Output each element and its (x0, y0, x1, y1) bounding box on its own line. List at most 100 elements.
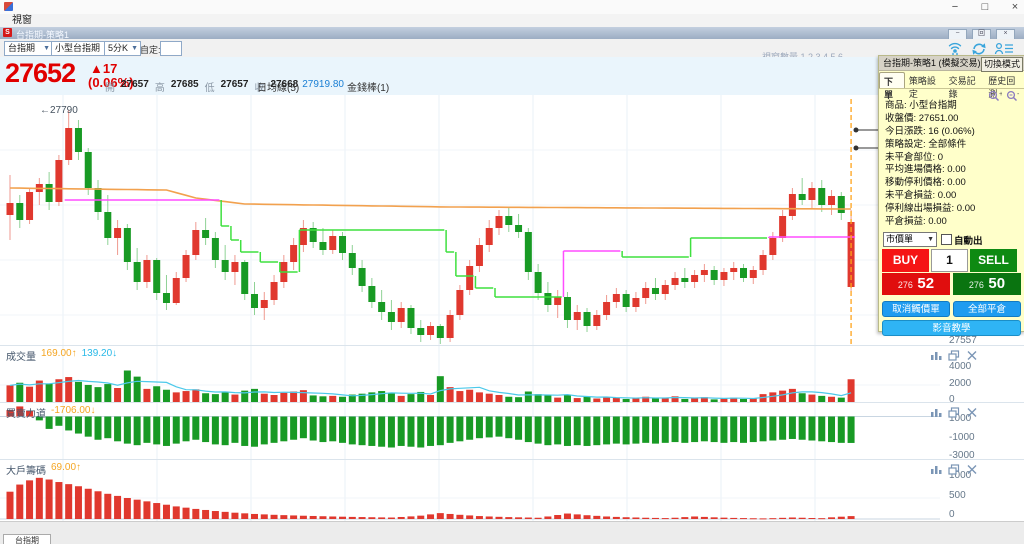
cancel-trigger-orders-button[interactable]: 取消觸價單 (882, 301, 950, 317)
app-icon (4, 2, 13, 11)
buy-price-cell[interactable]: 276 52 (882, 273, 950, 295)
close-icon[interactable] (966, 348, 978, 360)
window-maximize-button[interactable]: □ (981, 1, 989, 13)
order-panel: 台指期-策略1 (模擬交易) 切換模式 下單策略設定交易記錄歷史回測 + - 商… (878, 55, 1024, 336)
order-panel-tab[interactable]: 下單 (879, 72, 905, 100)
account-list-icon[interactable] (993, 40, 1015, 57)
price-row: 276 52 276 50 (882, 273, 1021, 295)
chart-style-icon[interactable] (930, 348, 942, 360)
main-axis-label: 27557 (949, 335, 977, 346)
high-value: 27685 (170, 79, 199, 90)
sell-price-cell[interactable]: 276 50 (953, 273, 1021, 295)
order-panel-tabs: 下單策略設定交易記錄歷史回測 (879, 72, 1024, 100)
order-type-row: 市價單 ▼ 自動出 (883, 232, 1021, 247)
last-price: 27652 (5, 58, 76, 88)
axis-tick: 500 (949, 490, 966, 501)
ma-value: 27919.80 (302, 79, 344, 90)
popout-icon[interactable] (948, 462, 960, 475)
interval-select[interactable]: 5分K ▼ (104, 41, 141, 56)
buy-sell-row: BUY 1 SELL (882, 249, 1021, 272)
menu-window[interactable]: 視窗 (12, 15, 32, 26)
zoom-out-icon[interactable]: - (1006, 89, 1020, 107)
quantity-input[interactable]: 1 (931, 249, 968, 272)
broadcast-icon[interactable] (944, 40, 966, 57)
ma-legend: 日均線(5) 27919.80 金錢棒(1) (257, 79, 390, 94)
status-bar (0, 521, 1024, 544)
chips-canvas[interactable] (0, 460, 1024, 522)
chart-window-title: 台指期-策略1 (16, 30, 70, 40)
chevron-down-icon: ▼ (927, 236, 934, 243)
volume-panel[interactable]: 成交量 169.00↑ 139.20↓ (0, 345, 1024, 403)
popout-icon[interactable] (948, 348, 960, 361)
position-info-line: 收盤價: 27651.00 (885, 112, 959, 124)
order-panel-tab[interactable]: 交易記錄 (948, 76, 976, 99)
axis-tick: 0 (949, 509, 955, 520)
position-info-line: 未平倉損益: 0.00 (885, 190, 957, 202)
buy-button[interactable]: BUY (882, 249, 929, 272)
position-info-line: 平均進場價格: 0.00 (885, 164, 966, 176)
svg-text:←27790: ←27790 (40, 105, 78, 116)
close-all-positions-button[interactable]: 全部平倉 (953, 301, 1021, 317)
svg-text:+: + (999, 91, 1002, 98)
symbol-select[interactable]: 台指期 ▼ (4, 41, 53, 56)
position-info-line: 策略設定: 全部條件 (885, 138, 967, 150)
price-change-percent: (0.06%) (88, 75, 134, 90)
low-value: 27657 (220, 79, 249, 90)
chart-style-icon[interactable] (930, 405, 942, 417)
axis-tick: 2000 (949, 378, 972, 389)
axis-tick: 0 (949, 394, 955, 405)
position-info-line: 商品: 小型台指期 (885, 100, 957, 111)
chips-panel[interactable]: 大戶籌碼 69.00↑ (0, 459, 1024, 522)
order-type-select[interactable]: 市價單 ▼ (883, 232, 937, 247)
chart-style-icon[interactable] (930, 462, 942, 474)
custom-interval-input[interactable] (160, 41, 182, 56)
menu-bar: 視窗 (0, 14, 1024, 28)
custom-interval-label: 自定: (140, 45, 161, 55)
volume-header: 成交量 169.00↑ 139.20↓ (6, 348, 118, 363)
os-titlebar (0, 0, 1024, 15)
volume-up-value: 169.00↑ (41, 348, 77, 359)
refresh-icon[interactable] (968, 40, 990, 57)
price-change: ▲17 (90, 61, 118, 76)
video-tutorial-button[interactable]: 影音教學 (882, 320, 1021, 336)
ohlc-row: 開 27657 高 27685 低 27657 收 27668 (105, 79, 299, 94)
auto-exit-label: 自動出 (954, 236, 983, 247)
force-canvas[interactable] (0, 403, 1024, 460)
force-panel[interactable]: 買賣力道 -1706.00↓ (0, 402, 1024, 460)
strategy-logo-icon: S (3, 28, 12, 37)
bottom-tab[interactable]: 台指期 (3, 534, 51, 544)
chips-header: 大戶籌碼 69.00↑ (6, 462, 82, 477)
chips-value: 69.00↑ (51, 462, 82, 473)
auto-exit-checkbox[interactable] (941, 234, 952, 245)
position-info: 商品: 小型台指期 收盤價: 27651.00 今日漲跌: 16 (0.06%) 策略… (885, 100, 1020, 229)
volume-canvas[interactable] (0, 346, 1024, 403)
order-panel-tab[interactable]: 歷史回測 (988, 76, 1016, 99)
window-minimize-button[interactable]: − (951, 1, 959, 13)
popout-icon[interactable] (948, 405, 960, 418)
force-value: -1706.00↓ (51, 405, 96, 416)
chart-window-titlebar (0, 27, 1024, 39)
candlestick-canvas[interactable]: ←27790 (0, 95, 1024, 345)
volume-down-value: 139.20↓ (81, 348, 118, 359)
contract-select[interactable]: 小型台指期▼ (51, 41, 106, 65)
open-value: 27657 (121, 79, 149, 90)
close-value: 27668 (270, 79, 299, 90)
position-info-line: 未平倉部位: 0 (885, 151, 944, 163)
close-icon[interactable] (966, 405, 978, 417)
sell-button[interactable]: SELL (970, 249, 1017, 272)
close-icon[interactable] (966, 462, 978, 474)
axis-tick: -3000 (949, 450, 975, 461)
position-info-line: 今日漲跌: 16 (0.06%) (885, 125, 975, 137)
main-chart[interactable]: ←27790 (0, 95, 1024, 345)
chevron-down-icon: ▼ (43, 45, 50, 52)
panel-buttons-row: 取消觸價單 全部平倉 (882, 301, 1021, 317)
order-panel-tab[interactable]: 策略設定 (908, 76, 936, 99)
chevron-down-icon: ▼ (131, 45, 138, 52)
axis-tick: 1000 (949, 413, 972, 424)
switch-mode-button[interactable]: 切換模式 (980, 57, 1023, 72)
window-close-button[interactable]: × (1011, 1, 1019, 13)
axis-tick: 1000 (949, 470, 972, 481)
zoom-in-icon[interactable]: + (988, 89, 1003, 107)
force-header: 買賣力道 -1706.00↓ (6, 405, 96, 420)
